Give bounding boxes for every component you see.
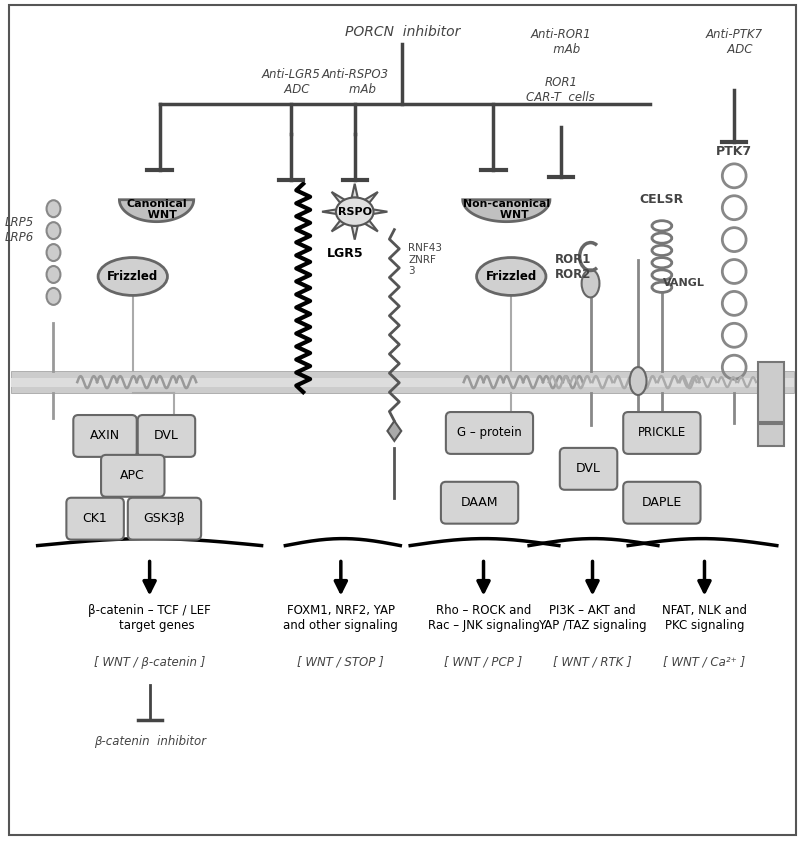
FancyBboxPatch shape (446, 412, 533, 454)
Text: LGR5: LGR5 (327, 247, 363, 260)
Text: PRICKLE: PRICKLE (638, 426, 686, 440)
FancyBboxPatch shape (74, 415, 137, 457)
Polygon shape (322, 209, 338, 214)
FancyBboxPatch shape (128, 498, 201, 540)
Text: PTK7: PTK7 (716, 145, 752, 158)
Text: RSPO: RSPO (338, 207, 372, 217)
Text: Non-canonical
    WNT: Non-canonical WNT (463, 198, 550, 220)
Ellipse shape (336, 198, 374, 226)
Text: CELSR: CELSR (640, 193, 684, 206)
Ellipse shape (98, 257, 167, 295)
Text: β-catenin – TCF / LEF
    target genes: β-catenin – TCF / LEF target genes (88, 605, 211, 632)
Text: NFAT, NLK and
PKC signaling: NFAT, NLK and PKC signaling (662, 605, 747, 632)
Polygon shape (331, 192, 345, 204)
Text: G – protein: G – protein (457, 426, 522, 440)
Text: Anti-ROR1
   mAb: Anti-ROR1 mAb (530, 29, 591, 56)
Text: [ WNT / RTK ]: [ WNT / RTK ] (553, 656, 632, 669)
Text: ROR1
ROR2: ROR1 ROR2 (554, 252, 591, 281)
FancyBboxPatch shape (623, 482, 701, 524)
Text: DVL: DVL (154, 430, 179, 442)
Polygon shape (331, 220, 345, 231)
Text: Frizzled: Frizzled (107, 270, 158, 283)
Text: Anti-LGR5
   ADC: Anti-LGR5 ADC (262, 68, 321, 96)
Ellipse shape (46, 222, 61, 239)
Text: Anti-RSPO3
    mAb: Anti-RSPO3 mAb (321, 68, 388, 96)
Ellipse shape (582, 269, 599, 298)
Ellipse shape (46, 266, 61, 283)
Polygon shape (352, 183, 358, 198)
FancyBboxPatch shape (11, 371, 794, 393)
FancyBboxPatch shape (66, 498, 124, 540)
Text: FOXM1, NRF2, YAP
and other signaling: FOXM1, NRF2, YAP and other signaling (283, 605, 398, 632)
Ellipse shape (630, 367, 646, 395)
Polygon shape (352, 225, 358, 240)
Ellipse shape (46, 200, 61, 217)
Text: [ WNT / PCP ]: [ WNT / PCP ] (444, 656, 522, 669)
Text: APC: APC (120, 469, 145, 483)
Text: DVL: DVL (576, 463, 601, 475)
FancyBboxPatch shape (560, 448, 618, 489)
Text: GSK3β: GSK3β (143, 512, 186, 525)
Text: Rho – ROCK and
Rac – JNK signaling: Rho – ROCK and Rac – JNK signaling (427, 605, 539, 632)
FancyBboxPatch shape (101, 455, 165, 497)
Polygon shape (371, 209, 387, 214)
Text: LRP5
LRP6: LRP5 LRP6 (4, 215, 34, 244)
Ellipse shape (46, 288, 61, 305)
Text: β-catenin  inhibitor: β-catenin inhibitor (94, 735, 206, 748)
Text: VANGL: VANGL (663, 278, 705, 288)
Polygon shape (119, 199, 194, 222)
Text: [ WNT / Ca²⁺ ]: [ WNT / Ca²⁺ ] (663, 656, 746, 669)
Text: PORCN  inhibitor: PORCN inhibitor (345, 25, 460, 40)
Text: Canonical
   WNT: Canonical WNT (126, 198, 187, 220)
Polygon shape (364, 220, 378, 231)
Ellipse shape (477, 257, 546, 295)
FancyBboxPatch shape (11, 378, 794, 387)
Text: ROR1
CAR-T  cells: ROR1 CAR-T cells (526, 76, 595, 104)
Text: CK1: CK1 (82, 512, 107, 525)
Polygon shape (462, 199, 550, 222)
FancyBboxPatch shape (441, 482, 518, 524)
Text: RNF43
ZNRF
3: RNF43 ZNRF 3 (408, 243, 442, 276)
Text: DAAM: DAAM (461, 496, 498, 510)
Text: [ WNT / STOP ]: [ WNT / STOP ] (298, 656, 384, 669)
Polygon shape (387, 421, 402, 441)
Text: DAPLE: DAPLE (642, 496, 682, 510)
Text: [ WNT / β-catenin ]: [ WNT / β-catenin ] (94, 656, 206, 669)
FancyBboxPatch shape (758, 424, 784, 446)
Polygon shape (364, 192, 378, 204)
Text: Frizzled: Frizzled (486, 270, 537, 283)
Text: Anti-PTK7
   ADC: Anti-PTK7 ADC (706, 29, 762, 56)
FancyBboxPatch shape (623, 412, 701, 454)
Ellipse shape (46, 244, 61, 261)
FancyBboxPatch shape (758, 362, 784, 422)
FancyBboxPatch shape (138, 415, 195, 457)
Text: PI3K – AKT and
YAP /TAZ signaling: PI3K – AKT and YAP /TAZ signaling (538, 605, 647, 632)
Text: AXIN: AXIN (90, 430, 120, 442)
